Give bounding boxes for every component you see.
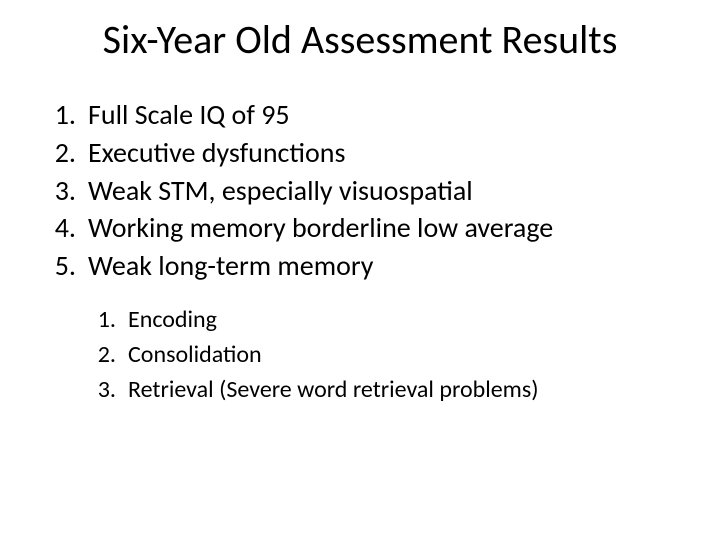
main-list: 1. Full Scale IQ of 95 2. Executive dysf…: [48, 96, 672, 285]
list-text: Full Scale IQ of 95: [88, 96, 672, 134]
list-text: Executive dysfunctions: [88, 134, 672, 172]
list-text: Encoding: [128, 303, 672, 338]
list-number: 3.: [48, 172, 88, 210]
sub-list: 1. Encoding 2. Consolidation 3. Retrieva…: [94, 303, 672, 407]
list-text: Weak long-term memory: [88, 247, 672, 285]
list-number: 4.: [48, 209, 88, 247]
list-item: 1. Encoding: [94, 303, 672, 338]
list-number: 2.: [94, 338, 128, 373]
slide-title: Six-Year Old Assessment Results: [48, 18, 672, 62]
list-item: 3. Weak STM, especially visuospatial: [48, 172, 672, 210]
list-item: 5. Weak long-term memory: [48, 247, 672, 285]
list-text: Retrieval (Severe word retrieval problem…: [128, 373, 672, 408]
slide: Six-Year Old Assessment Results 1. Full …: [0, 0, 720, 540]
list-number: 1.: [48, 96, 88, 134]
list-item: 3. Retrieval (Severe word retrieval prob…: [94, 373, 672, 408]
list-number: 1.: [94, 303, 128, 338]
list-item: 4. Working memory borderline low average: [48, 209, 672, 247]
list-number: 5.: [48, 247, 88, 285]
list-item: 2. Executive dysfunctions: [48, 134, 672, 172]
list-text: Working memory borderline low average: [88, 209, 672, 247]
list-text: Consolidation: [128, 338, 672, 373]
list-number: 3.: [94, 373, 128, 408]
list-number: 2.: [48, 134, 88, 172]
list-text: Weak STM, especially visuospatial: [88, 172, 672, 210]
list-item: 1. Full Scale IQ of 95: [48, 96, 672, 134]
list-item: 2. Consolidation: [94, 338, 672, 373]
